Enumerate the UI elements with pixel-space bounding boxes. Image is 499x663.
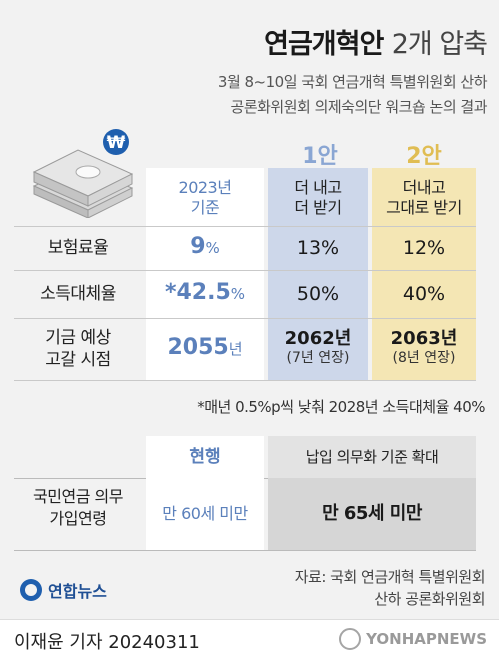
source-line-2: 산하 공론화위원회 bbox=[374, 590, 485, 608]
page-title: 연금개혁안 2개 압축 bbox=[264, 22, 488, 61]
subtitle-line-2: 공론화위원회 의제숙의단 워크숍 논의 결과 bbox=[230, 98, 488, 116]
proposed-header: 납입 의무화 기준 확대 bbox=[268, 436, 476, 478]
reporter-credit: 이재윤 기자 20240311 bbox=[14, 632, 200, 653]
header-base-line2: 기준 bbox=[190, 198, 220, 217]
current-enrollment-age: 만 60세 미만 bbox=[146, 478, 264, 550]
header-plan1-line1: 더 내고 bbox=[294, 178, 342, 197]
enrollment-age-label-line2: 가입연령 bbox=[49, 509, 107, 528]
replacement-base-value: *42.5 bbox=[164, 280, 231, 305]
row-label-replacement: 소득대체율 bbox=[40, 284, 116, 304]
replacement-base-unit: % bbox=[230, 285, 246, 303]
depletion-plan2-year: 2063년 bbox=[390, 328, 458, 349]
footnote: *매년 0.5%p씩 낮춰 2028년 소득대체율 40% bbox=[197, 398, 485, 416]
watermark-text: YONHAPNEWS bbox=[366, 630, 487, 648]
plan2-label: 2안 bbox=[406, 144, 442, 169]
header-plan1: 더 내고 더 받기 bbox=[268, 178, 368, 218]
row-divider bbox=[14, 380, 476, 381]
row-label-premium: 보험료율 bbox=[47, 238, 109, 258]
depletion-plan1-extension: (7년 연장) bbox=[286, 350, 350, 366]
yonhap-logo: 연합뉴스 bbox=[20, 578, 107, 602]
depletion-plan1: 2062년 (7년 연장) bbox=[268, 329, 368, 367]
depletion-plan2: 2063년 (8년 연장) bbox=[372, 329, 476, 367]
yonhap-logo-text: 연합뉴스 bbox=[48, 582, 107, 601]
header-plan2: 더내고 그대로 받기 bbox=[372, 178, 476, 218]
depletion-plan2-extension: (8년 연장) bbox=[392, 350, 456, 366]
proposed-enrollment-age: 만 65세 미만 bbox=[268, 478, 476, 550]
premium-plan1: 13% bbox=[296, 237, 340, 259]
header-plan2-line1: 더내고 bbox=[402, 178, 446, 197]
row-label-depletion: 기금 예상 고갈 시점 bbox=[14, 327, 142, 371]
premium-base: 9% bbox=[146, 234, 264, 259]
enrollment-age-label-line1: 국민연금 의무 bbox=[33, 487, 123, 506]
depletion-base-unit: 년 bbox=[228, 340, 243, 358]
depletion-base: 2055년 bbox=[146, 335, 264, 360]
row-divider bbox=[14, 226, 476, 227]
won-symbol: ₩ bbox=[107, 133, 126, 153]
depletion-base-value: 2055 bbox=[167, 335, 229, 360]
plan1-column bbox=[268, 168, 368, 380]
header-base-line1: 2023년 bbox=[178, 178, 232, 197]
watermark-circle-icon bbox=[339, 628, 362, 650]
plan1-label: 1안 bbox=[302, 144, 338, 169]
premium-base-unit: % bbox=[205, 239, 220, 257]
header-base: 2023년 기준 bbox=[146, 178, 264, 218]
current-header: 현행 bbox=[146, 436, 264, 478]
base-column bbox=[146, 168, 264, 380]
row-label-depletion-line1: 기금 예상 bbox=[45, 328, 111, 348]
replacement-plan1: 50% bbox=[296, 283, 340, 305]
subtitle-line-1: 3월 8~10일 국회 연금개혁 특별위원회 산하 bbox=[217, 73, 488, 91]
row-divider bbox=[14, 318, 476, 319]
money-bundle-icon: ₩ bbox=[28, 128, 138, 219]
row-divider bbox=[14, 270, 476, 271]
row-divider bbox=[14, 550, 476, 551]
bottom-bar bbox=[0, 619, 499, 663]
header-plan1-line2: 더 받기 bbox=[294, 198, 342, 217]
premium-plan2: 12% bbox=[402, 237, 446, 259]
premium-base-value: 9 bbox=[190, 234, 206, 259]
replacement-base: *42.5% bbox=[146, 280, 264, 305]
watermark: YONHAPNEWS bbox=[339, 628, 487, 650]
yonhap-logo-icon bbox=[20, 579, 42, 601]
title-thin: 2개 압축 bbox=[391, 29, 488, 60]
row-label-depletion-line2: 고갈 시점 bbox=[45, 350, 111, 370]
plan2-column bbox=[372, 168, 476, 380]
subtitle: 3월 8~10일 국회 연금개혁 특별위원회 산하 공론화위원회 의제숙의단 워… bbox=[217, 70, 488, 120]
source-credit: 자료: 국회 연금개혁 특별위원회 산하 공론화위원회 bbox=[294, 566, 486, 610]
enrollment-age-label: 국민연금 의무 가입연령 bbox=[14, 486, 142, 530]
replacement-plan2: 40% bbox=[402, 283, 446, 305]
source-line-1: 자료: 국회 연금개혁 특별위원회 bbox=[294, 568, 486, 586]
depletion-plan1-year: 2062년 bbox=[284, 328, 352, 349]
title-bold: 연금개혁안 bbox=[264, 29, 384, 60]
header-plan2-line2: 그대로 받기 bbox=[386, 198, 462, 217]
